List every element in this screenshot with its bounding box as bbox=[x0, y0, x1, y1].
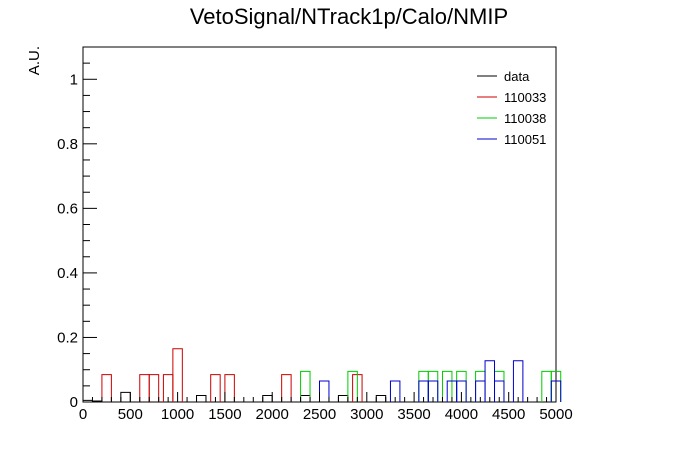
y-tick-label: 0.6 bbox=[57, 200, 78, 217]
x-tick-label: 3000 bbox=[350, 406, 383, 423]
histogram-bin bbox=[196, 395, 207, 402]
x-tick-label: 3500 bbox=[397, 406, 430, 423]
y-axis: 0 0.2 0.4 0.6 0.8 1 bbox=[57, 46, 97, 411]
histogram-bin bbox=[300, 370, 311, 402]
series-110038 bbox=[300, 370, 562, 402]
histogram-bin bbox=[262, 395, 273, 402]
y-axis-label: A.U. bbox=[26, 46, 43, 75]
x-tick-label: 2000 bbox=[256, 406, 289, 423]
x-axis: 0 500 1000 1500 2000 2500 3000 3500 4000 4500 5000 bbox=[79, 392, 573, 423]
histogram-bin bbox=[550, 380, 562, 402]
histogram-bin bbox=[427, 380, 439, 402]
x-tick-label: 4500 bbox=[492, 406, 525, 423]
histogram-bin bbox=[148, 374, 160, 402]
histogram-bin bbox=[224, 374, 235, 402]
histogram-bin bbox=[512, 360, 524, 402]
histogram-bin bbox=[347, 370, 358, 402]
x-tick-label: 5000 bbox=[539, 406, 572, 423]
histogram-bin bbox=[389, 380, 401, 402]
histogram-bin bbox=[120, 391, 131, 402]
legend-label: 110051 bbox=[504, 132, 546, 147]
x-tick-label: 1500 bbox=[208, 406, 241, 423]
chart-title: VetoSignal/NTrack1p/Calo/NMIP bbox=[190, 4, 508, 29]
series-110051 bbox=[319, 360, 562, 402]
histogram-bin bbox=[441, 370, 453, 402]
x-tick-label: 500 bbox=[118, 406, 143, 423]
legend: data 110033 110038 110051 bbox=[477, 69, 546, 147]
legend-label: 110033 bbox=[504, 90, 546, 105]
y-tick-label: 0.4 bbox=[57, 265, 78, 282]
y-tick-label: 0 bbox=[70, 394, 78, 411]
histogram-bin bbox=[494, 380, 505, 402]
x-tick-label: 4000 bbox=[445, 406, 478, 423]
histogram-bin bbox=[375, 395, 387, 402]
y-tick-label: 0.2 bbox=[57, 329, 78, 346]
series-110033 bbox=[101, 348, 363, 402]
x-tick-label: 2500 bbox=[303, 406, 336, 423]
histogram-bin bbox=[300, 395, 311, 402]
histogram-bin bbox=[210, 374, 221, 402]
histogram-bin bbox=[319, 380, 330, 402]
histogram-bin bbox=[337, 395, 349, 402]
legend-label: data bbox=[504, 69, 530, 84]
y-tick-label: 1 bbox=[70, 71, 78, 88]
histogram-bin bbox=[484, 360, 496, 402]
y-tick-label: 0.8 bbox=[57, 136, 78, 153]
histogram-bin bbox=[172, 348, 183, 402]
series-layer bbox=[82, 348, 562, 402]
histogram-bin bbox=[281, 374, 292, 402]
histogram-bin bbox=[139, 374, 150, 402]
x-tick-label: 1000 bbox=[161, 406, 194, 423]
x-tick-label: 0 bbox=[79, 406, 87, 423]
plot-frame bbox=[82, 46, 557, 403]
histogram-bin bbox=[101, 374, 112, 402]
legend-label: 110038 bbox=[504, 111, 546, 126]
histogram-bin bbox=[456, 380, 467, 402]
